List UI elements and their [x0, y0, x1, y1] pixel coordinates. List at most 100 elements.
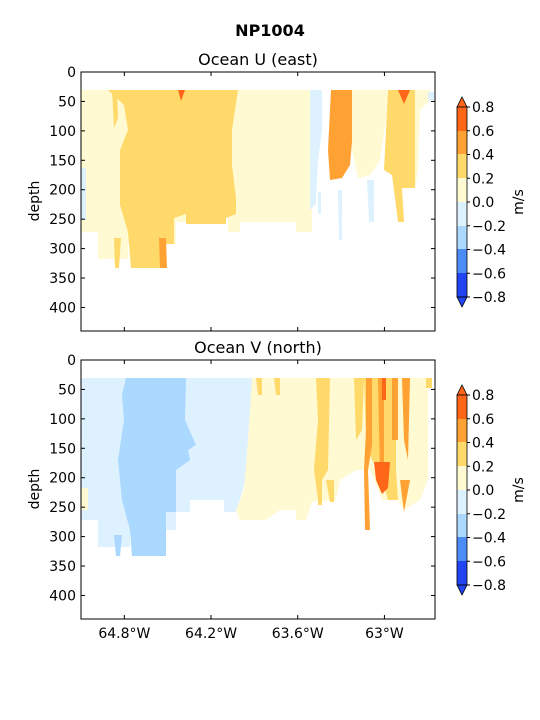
bottom-region-orange-1 [364, 378, 372, 530]
x-tick-label: 64.2°W [185, 626, 237, 642]
colorbar-tick-label: −0.8 [472, 578, 506, 594]
colorbar-tick-label: −0.2 [472, 219, 506, 235]
bottom-colorbar-swatch [457, 514, 467, 537]
bottom-contour-field [81, 378, 432, 556]
top-region-gold-main [108, 90, 238, 268]
y-tick-label: 250 [49, 500, 76, 516]
bottom-region-gold-3 [314, 378, 330, 500]
top-colorbar-ticks: 0.8 0.6 0.4 0.2 0.0 −0.2 −0.4 −0.6 −0.8 [467, 100, 506, 306]
bottom-colorbar-swatch [457, 466, 467, 490]
bottom-plot-frame [80, 359, 436, 620]
y-tick-label: 0 [67, 65, 76, 81]
y-tick-label: 0 [67, 353, 76, 369]
bottom-region-red-2 [382, 378, 386, 400]
colorbar-tick-label: −0.2 [472, 507, 506, 523]
y-tick-label: 400 [49, 300, 76, 316]
colorbar-tick-label: 0.6 [472, 124, 494, 140]
bottom-colorbar-ticks: 0.8 0.6 0.4 0.2 0.0 −0.2 −0.4 −0.6 −0.8 [467, 388, 506, 594]
bottom-region-gold-sliver [326, 480, 334, 502]
top-colorbar-swatch [457, 202, 467, 226]
bottom-region-orange-5 [400, 480, 410, 512]
bottom-region-orange-2 [378, 378, 384, 475]
bottom-colorbar-label: m/s [511, 477, 527, 503]
top-region-gold-left-1 [112, 90, 118, 128]
top-region-blue-sliver-5 [428, 92, 434, 100]
colorbar-tick-label: 0.4 [472, 148, 494, 164]
bottom-colorbar-swatch [457, 442, 467, 466]
top-region-orange-deep [159, 238, 167, 268]
top-region-blue-sliver-3 [318, 192, 321, 214]
top-region-light-yellow-right [352, 90, 388, 178]
colorbar-tick-label: −0.6 [472, 554, 506, 570]
y-tick-label: 200 [49, 183, 76, 199]
bottom-region-gold-7 [426, 378, 432, 388]
top-region-gold-right [384, 90, 415, 222]
top-colorbar-swatch [457, 154, 467, 178]
colorbar-tick-label: 0.0 [472, 483, 494, 499]
y-tick-label: 50 [58, 94, 76, 110]
bottom-colorbar-extend-max [456, 384, 468, 396]
bottom-x-axis: 64.8°W 64.2°W 63.6°W 63°W [98, 360, 404, 642]
y-tick-label: 150 [49, 153, 76, 169]
bottom-colorbar-swatch [457, 395, 467, 419]
colorbar-tick-label: 0.2 [472, 171, 494, 187]
top-colorbar-swatch [457, 107, 467, 131]
top-region-blue-sliver-2 [338, 190, 342, 240]
top-plot-frame [80, 71, 436, 332]
y-tick-label: 100 [49, 124, 76, 140]
bottom-region-orange-4 [402, 378, 410, 460]
bottom-region-gold-6 [318, 475, 322, 505]
top-colorbar-swatch [457, 131, 467, 154]
y-tick-label: 100 [49, 412, 76, 428]
colorbar-tick-label: 0.4 [472, 436, 494, 452]
colorbar-tick-label: 0.8 [472, 388, 494, 404]
bottom-y-axis: 0 50 100 150 200 250 300 350 400 [49, 353, 435, 604]
top-region-blue-sliver-1 [367, 180, 374, 222]
figure-suptitle: NP1004 [235, 21, 305, 40]
top-colorbar-extend-min [456, 296, 468, 308]
colorbar-tick-label: 0.2 [472, 459, 494, 475]
y-tick-label: 350 [49, 559, 76, 575]
bottom-region-gold-1 [256, 378, 262, 395]
x-tick-label: 63°W [365, 626, 404, 642]
bottom-colorbar-swatch [457, 561, 467, 585]
top-colorbar-swatch [457, 226, 467, 249]
y-tick-label: 300 [49, 530, 76, 546]
bottom-colorbar-swatch [457, 537, 467, 561]
colorbar-tick-label: −0.4 [472, 531, 506, 547]
top-region-red-tip-1 [178, 90, 185, 101]
top-colorbar-label: m/s [511, 189, 527, 215]
colorbar-tick-label: −0.4 [472, 243, 506, 259]
y-tick-label: 200 [49, 471, 76, 487]
bottom-region-gold-2 [274, 378, 280, 395]
bottom-colorbar-extend-min [456, 584, 468, 596]
top-contour-field [81, 90, 434, 268]
bottom-region-red-1 [374, 462, 390, 494]
top-colorbar-extend-max [456, 96, 468, 108]
top-x-axis [123, 72, 385, 331]
top-region-gold-left-2 [114, 238, 121, 268]
bottom-y-axis-label: depth [27, 469, 43, 510]
y-tick-label: 250 [49, 212, 76, 228]
top-region-light-yellow-far [415, 90, 430, 188]
top-colorbar-swatch [457, 249, 467, 273]
top-colorbar-swatch [457, 273, 467, 297]
top-colorbar-swatch [457, 178, 467, 202]
bottom-colorbar-swatch [457, 419, 467, 442]
bottom-region-mid-blue [118, 378, 196, 556]
colorbar-tick-label: 0.8 [472, 100, 494, 116]
y-tick-label: 50 [58, 382, 76, 398]
top-region-light-blue [310, 90, 322, 210]
colorbar-tick-label: 0.0 [472, 195, 494, 211]
bottom-panel-title: Ocean V (north) [194, 338, 322, 357]
x-tick-label: 63.6°W [272, 626, 324, 642]
bottom-region-gold-4 [354, 378, 364, 440]
top-colorbar: 0.8 0.6 0.4 0.2 0.0 −0.2 −0.4 −0.6 −0.8 m/s [456, 96, 527, 308]
bottom-region-orange-3 [392, 378, 398, 440]
y-tick-label: 400 [49, 588, 76, 604]
top-y-axis-label: depth [27, 181, 43, 222]
bottom-region-mid-blue-sliver [114, 535, 122, 556]
bottom-region-light-yellow-sliver [81, 488, 88, 510]
y-tick-label: 150 [49, 441, 76, 457]
